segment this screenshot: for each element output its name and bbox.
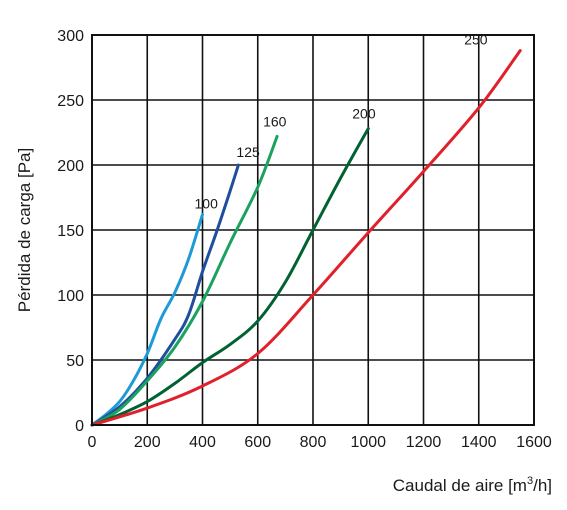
y-tick-label: 100 xyxy=(57,288,84,305)
series-label-200: 200 xyxy=(352,106,376,122)
series-label-250: 250 xyxy=(464,32,488,48)
y-tick-label: 200 xyxy=(57,158,84,175)
x-tick-label: 1600 xyxy=(516,434,552,451)
series-line-100 xyxy=(90,212,204,427)
x-tick-label: 800 xyxy=(300,434,327,451)
y-tick-label: 250 xyxy=(57,93,84,110)
x-tick-label: 1200 xyxy=(406,434,442,451)
x-tick-labels: 0 200 400 600 800 1000 1200 1400 1600 xyxy=(88,434,552,451)
series-label-125: 125 xyxy=(236,144,260,160)
x-tick-label: 200 xyxy=(134,434,161,451)
x-axis-label: Caudal de aire [m3/h] xyxy=(393,475,552,495)
y-tick-label: 50 xyxy=(66,353,84,370)
series-line-125 xyxy=(90,163,240,427)
y-tick-labels: 0 50 100 150 200 250 300 xyxy=(57,28,84,435)
y-tick-label: 300 xyxy=(57,28,84,45)
y-axis-label: Pérdida de carga [Pa] xyxy=(15,148,34,312)
series-layer xyxy=(90,49,522,427)
x-tick-label: 1000 xyxy=(350,434,386,451)
x-tick-label: 600 xyxy=(244,434,271,451)
series-line-250 xyxy=(90,49,522,427)
x-tick-label: 400 xyxy=(189,434,216,451)
series-line-200 xyxy=(90,127,370,427)
series-label-100: 100 xyxy=(195,195,219,211)
plot-frame xyxy=(91,34,535,426)
series-label-160: 160 xyxy=(263,113,287,129)
y-tick-label: 150 xyxy=(57,223,84,240)
y-tick-label: 0 xyxy=(75,418,84,435)
x-tick-label: 1400 xyxy=(461,434,497,451)
series-line-160 xyxy=(90,134,279,427)
x-tick-label: 0 xyxy=(88,434,97,451)
